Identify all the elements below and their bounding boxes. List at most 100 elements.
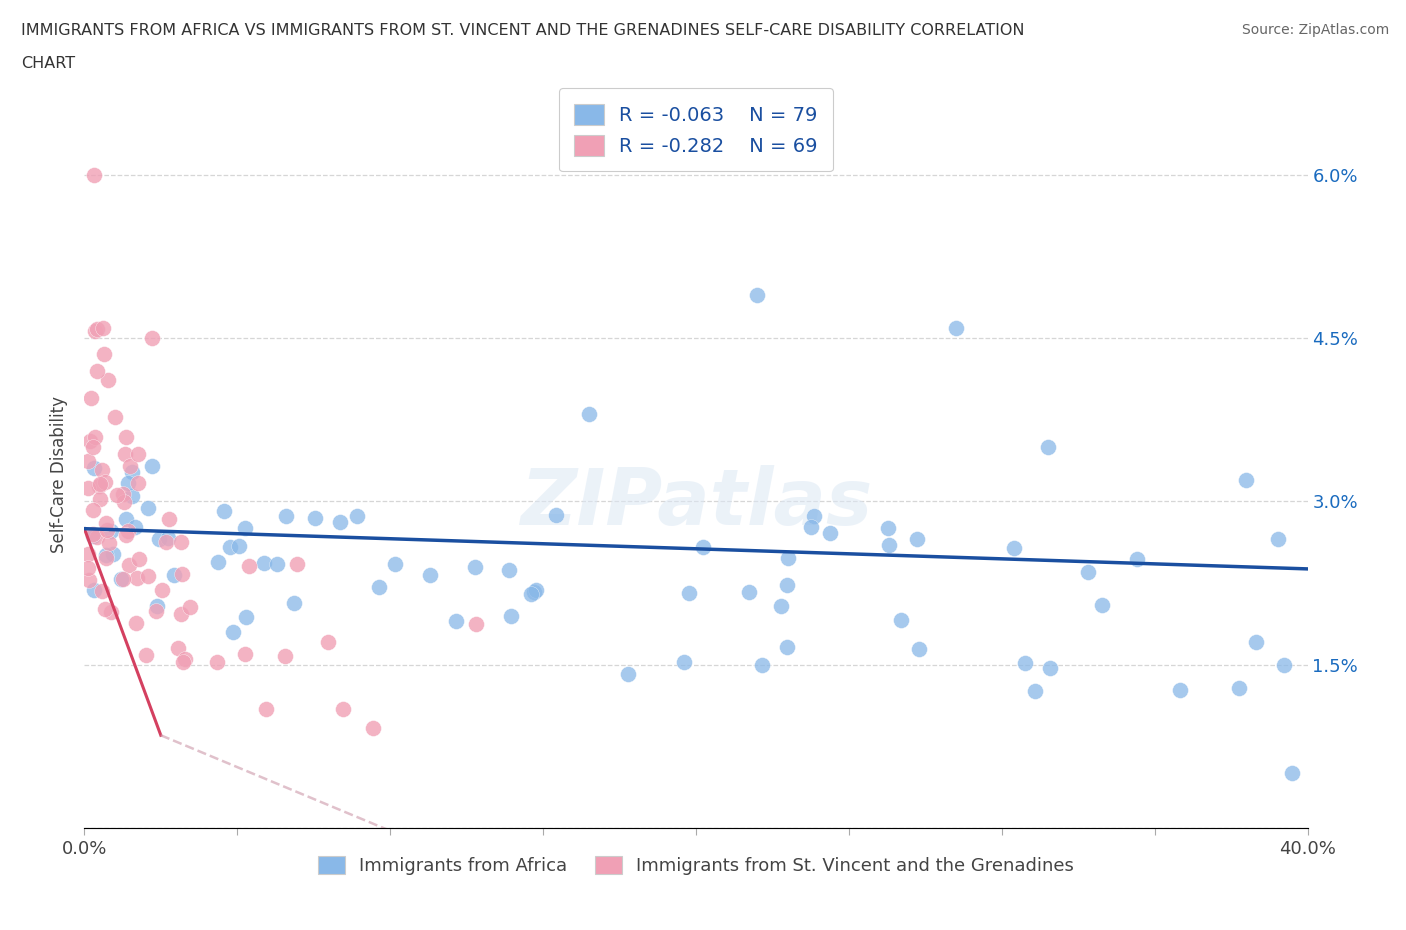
Point [115, 512, 138, 526]
Point [751, 658, 773, 672]
Point [82, 528, 104, 543]
Point [87, 479, 110, 494]
Point [117, 524, 139, 538]
Point [499, 608, 522, 623]
Point [145, 604, 167, 618]
Point [522, 585, 544, 600]
Point [233, 521, 256, 536]
Point [179, 600, 201, 615]
Point [141, 331, 163, 346]
Point [172, 655, 194, 670]
Point [82, 439, 104, 454]
Point [83, 430, 105, 445]
Point [274, 648, 297, 663]
Text: IMMIGRANTS FROM AFRICA VS IMMIGRANTS FROM ST. VINCENT AND THE GRENADINES SELF-CA: IMMIGRANTS FROM AFRICA VS IMMIGRANTS FRO… [21, 23, 1025, 38]
Point [222, 624, 245, 639]
Point [117, 475, 139, 490]
Point [1170, 683, 1192, 698]
Point [91, 463, 114, 478]
Point [1227, 681, 1250, 696]
Point [114, 528, 136, 543]
Point [118, 459, 141, 474]
Point [83, 167, 105, 182]
Point [419, 567, 441, 582]
Point [127, 447, 149, 462]
Point [94, 602, 117, 617]
Point [738, 584, 761, 599]
Point [304, 511, 326, 525]
Text: Source: ZipAtlas.com: Source: ZipAtlas.com [1241, 23, 1389, 37]
Point [747, 287, 769, 302]
Point [266, 557, 288, 572]
Point [76, 481, 98, 496]
Point [361, 721, 384, 736]
Point [1036, 440, 1059, 455]
Point [94, 551, 117, 565]
Point [173, 651, 195, 666]
Point [112, 572, 135, 587]
Point [285, 557, 308, 572]
Point [89, 476, 111, 491]
Point [96, 523, 118, 538]
Point [77, 573, 100, 588]
Point [524, 582, 547, 597]
Point [110, 572, 132, 587]
Point [104, 409, 127, 424]
Point [82, 503, 104, 518]
Point [150, 582, 173, 597]
Point [346, 509, 368, 524]
Point [238, 559, 260, 574]
Point [94, 474, 117, 489]
Point [79, 433, 101, 448]
Point [1126, 551, 1149, 566]
Point [212, 504, 235, 519]
Point [544, 507, 567, 522]
Point [145, 599, 167, 614]
Point [1077, 565, 1099, 579]
Y-axis label: Self-Care Disability: Self-Care Disability [51, 396, 69, 552]
Point [121, 464, 143, 479]
Point [157, 512, 180, 526]
Point [672, 655, 695, 670]
Point [105, 487, 128, 502]
Point [115, 430, 138, 445]
Point [235, 609, 257, 624]
Point [1281, 766, 1303, 781]
Point [228, 539, 250, 554]
Point [100, 604, 122, 619]
Point [128, 551, 150, 566]
Point [114, 446, 136, 461]
Point [136, 501, 159, 516]
Point [121, 488, 143, 503]
Point [520, 587, 543, 602]
Point [96, 547, 118, 562]
Point [219, 539, 242, 554]
Point [254, 701, 277, 716]
Point [148, 532, 170, 547]
Point [86, 321, 108, 336]
Point [157, 530, 180, 545]
Point [79, 391, 101, 405]
Point [100, 523, 122, 538]
Point [136, 568, 159, 583]
Point [94, 515, 117, 530]
Point [207, 555, 229, 570]
Point [155, 534, 177, 549]
Point [83, 461, 105, 476]
Point [135, 648, 157, 663]
Point [775, 639, 797, 654]
Point [118, 558, 141, 573]
Point [233, 647, 256, 662]
Point [877, 520, 900, 535]
Point [82, 526, 104, 541]
Point [1004, 540, 1026, 555]
Point [283, 595, 305, 610]
Point [890, 613, 912, 628]
Point [83, 582, 105, 597]
Point [692, 539, 714, 554]
Point [91, 584, 114, 599]
Point [498, 563, 520, 578]
Point [1272, 658, 1295, 672]
Point [776, 578, 799, 592]
Point [329, 514, 352, 529]
